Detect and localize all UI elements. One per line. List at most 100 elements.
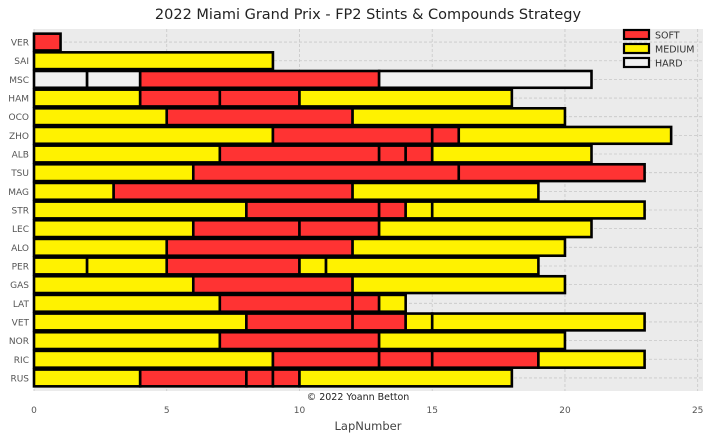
bar-segment <box>377 349 434 369</box>
y-tick-label: ALB <box>12 151 29 161</box>
y-tick-labels: VER SAI MSC HAM OCO ZHO ALB TSU MAG STR LEC ALO PER G… <box>8 39 29 385</box>
y-tick-label: TSU <box>10 169 29 179</box>
bar-segment <box>191 274 354 295</box>
bar-segment <box>271 349 381 369</box>
bar-segment <box>32 144 222 164</box>
bar-segment <box>377 144 407 164</box>
y-tick-label: SAI <box>14 57 29 67</box>
bar-segment <box>218 144 381 164</box>
bars <box>32 32 673 388</box>
y-tick-label: ALO <box>11 244 29 254</box>
bar-segment <box>32 69 89 90</box>
bar-segment <box>32 51 275 71</box>
bar-segment <box>404 144 434 164</box>
bar-segment <box>537 349 646 369</box>
bar-segment <box>85 69 142 90</box>
bar-segment <box>32 200 248 220</box>
bar-segment <box>351 312 407 332</box>
bar-segment <box>32 312 248 332</box>
y-tick-label: GAS <box>10 281 29 291</box>
y-tick-label: HAM <box>8 95 29 105</box>
bar-segment <box>430 312 646 332</box>
legend: SOFT MEDIUM HARD <box>622 28 694 70</box>
x-axis-label: LapNumber <box>335 419 402 433</box>
bar-segment <box>32 32 62 52</box>
watermark: © 2022 Yoann Betton <box>307 392 410 403</box>
bar-segment <box>245 368 275 388</box>
y-tick-label: ZHO <box>9 132 29 142</box>
bar-segment <box>377 200 407 220</box>
bar-segment <box>430 144 593 164</box>
y-tick-label: VER <box>11 39 29 49</box>
bar-segment <box>218 88 301 108</box>
y-tick-label: RIC <box>14 356 29 366</box>
y-tick-label: LEC <box>12 225 29 235</box>
bar-segment <box>351 181 540 202</box>
bar-segment <box>377 293 407 313</box>
bar-segment <box>32 293 222 313</box>
x-tick-label: 25 <box>692 406 703 416</box>
bar-segment <box>218 293 354 313</box>
bar-segment <box>32 181 115 202</box>
bar-segment <box>191 218 301 239</box>
y-tick-label: PER <box>12 262 29 272</box>
bar-segment <box>298 218 381 239</box>
bar-segment <box>377 330 567 351</box>
y-tick-label: MSC <box>9 76 29 86</box>
bar-segment <box>351 293 381 313</box>
bar-segment <box>32 237 169 258</box>
bar-segment <box>32 162 195 183</box>
bar-segment <box>351 237 567 258</box>
bar-segment <box>32 368 142 388</box>
bar-segment <box>377 218 593 239</box>
bar-segment <box>32 349 275 369</box>
bar-segment <box>112 181 354 202</box>
bar-segment <box>245 200 381 220</box>
y-tick-label: NOR <box>9 337 29 347</box>
bar-segment <box>430 125 461 146</box>
bar-segment <box>218 330 381 351</box>
bar-segment <box>298 256 328 276</box>
bar-segment <box>351 274 567 295</box>
x-tick-label: 0 <box>31 406 37 416</box>
bar-segment <box>138 368 248 388</box>
bar-segment <box>245 312 354 332</box>
bar-segment <box>377 69 593 90</box>
bar-segment <box>404 200 434 220</box>
bar-segment <box>457 162 646 183</box>
bar-segment <box>32 218 195 239</box>
bar-segment <box>85 256 169 276</box>
legend-label: MEDIUM <box>655 45 694 56</box>
y-tick-label: RUS <box>10 374 29 384</box>
bar-segment <box>271 125 434 146</box>
x-tick-labels: 0 5 10 15 20 25 <box>31 406 703 416</box>
x-tick-label: 15 <box>426 406 437 416</box>
bar-segment <box>32 88 142 108</box>
bar-segment <box>32 107 169 127</box>
bar-segment <box>324 256 540 276</box>
bar-segment <box>430 349 540 369</box>
bar-segment <box>271 368 301 388</box>
legend-label: SOFT <box>655 31 680 42</box>
bar-segment <box>191 162 461 183</box>
legend-swatch <box>622 28 651 41</box>
bar-segment <box>298 368 514 388</box>
y-tick-label: OCO <box>9 113 29 123</box>
y-tick-label: LAT <box>13 300 30 310</box>
bar-segment <box>32 125 275 146</box>
bar-segment <box>165 256 301 276</box>
y-tick-label: STR <box>12 207 29 217</box>
bar-segment <box>138 88 222 108</box>
x-tick-label: 10 <box>294 406 306 416</box>
bar-segment <box>298 88 514 108</box>
bar-segment <box>404 312 434 332</box>
x-tick-label: 5 <box>164 406 170 416</box>
bar-segment <box>32 274 195 295</box>
x-tick-label: 20 <box>559 406 571 416</box>
legend-swatch <box>622 42 651 55</box>
bar-segment <box>457 125 673 146</box>
bar-segment <box>138 69 381 90</box>
y-tick-label: MAG <box>8 188 29 198</box>
bar-segment <box>32 330 222 351</box>
y-tick-label: VET <box>12 318 30 328</box>
